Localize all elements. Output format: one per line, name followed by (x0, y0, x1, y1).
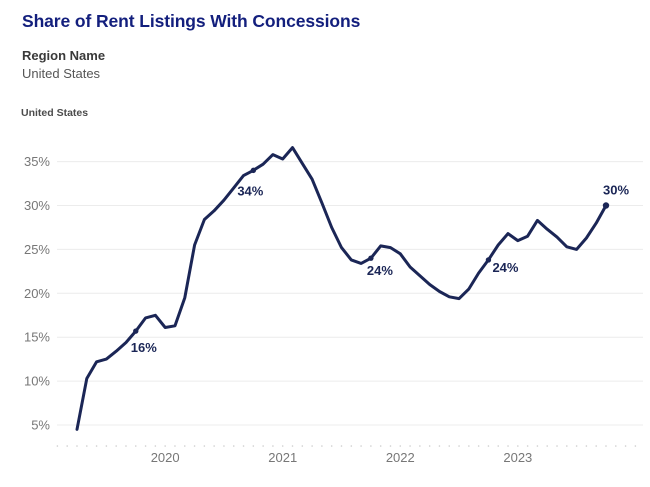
x-axis-tick-dot (595, 445, 598, 447)
x-axis-tick-dot (144, 445, 147, 447)
x-axis-tick-label: 2020 (151, 450, 180, 465)
united-states-series-line[interactable] (75, 146, 608, 431)
data-point-marker[interactable] (602, 202, 610, 209)
series-legend-united-states: United States (21, 107, 89, 119)
x-axis-tick-dot (350, 445, 353, 447)
y-axis-tick-label: 15% (24, 330, 50, 345)
x-axis-tick-dot (183, 445, 186, 447)
x-axis-tick-dot (193, 445, 196, 447)
x-axis-tick-dot (517, 445, 519, 447)
x-axis-tick-dot (154, 445, 157, 447)
y-axis-tick-label: 5% (31, 418, 50, 433)
x-axis-tick-dot (56, 445, 59, 447)
x-axis-tick-dot (536, 445, 539, 447)
x-axis-tick-dot (487, 445, 490, 447)
x-axis-tick-dot (281, 445, 284, 447)
x-axis-tick-dot (458, 445, 460, 447)
x-axis-tick-dot (291, 445, 294, 447)
data-point-marker[interactable] (368, 255, 374, 261)
data-point-marker[interactable] (250, 167, 257, 174)
x-axis-tick-dot (242, 445, 245, 447)
data-point-label: 30% (603, 183, 629, 198)
x-axis-tick-dot (389, 445, 392, 447)
y-axis-tick-label: 10% (24, 374, 50, 389)
x-axis-tick-dot (330, 445, 333, 447)
x-axis-tick-dot (223, 445, 225, 447)
data-point-marker[interactable] (485, 257, 492, 263)
x-axis-tick-dot (379, 445, 382, 447)
region-name-value[interactable]: United States (22, 66, 101, 81)
x-axis-tick-dot (85, 445, 88, 447)
x-axis-tick-dot (605, 445, 607, 447)
x-axis-tick-dot (448, 445, 451, 447)
x-axis-tick-dot (585, 445, 588, 447)
x-axis-tick-dot (468, 445, 470, 447)
page-title: Share of Rent Listings With Concessions (22, 11, 361, 31)
region-name-label: Region Name (22, 48, 106, 63)
x-axis-tick-dot (301, 445, 304, 447)
x-axis-tick-dot (428, 445, 431, 447)
x-axis-tick-dot (134, 445, 137, 447)
x-axis-tick-dot (624, 445, 627, 447)
x-axis-tick-dot (164, 445, 166, 447)
y-axis-tick-label: 30% (24, 198, 50, 213)
x-axis-tick-dot (634, 445, 637, 447)
x-axis-tick-dot (614, 445, 617, 447)
x-axis-tick-dot (213, 445, 215, 447)
x-axis-tick-label: 2021 (268, 450, 297, 465)
x-axis-tick-dot (360, 445, 362, 447)
x-axis-tick-dot (526, 445, 529, 447)
x-axis-tick-dot (232, 445, 235, 447)
x-axis-tick-dot (419, 445, 421, 447)
data-point-marker[interactable] (133, 328, 139, 334)
x-axis-tick-dot (409, 445, 411, 447)
x-axis-tick-dot (203, 445, 206, 447)
x-axis-tick-dot (546, 445, 549, 447)
x-axis-tick-dot (497, 445, 500, 447)
x-axis-tick-label: 2022 (386, 450, 415, 465)
x-axis-tick-dot (311, 445, 313, 447)
x-axis-tick-dot (272, 445, 274, 447)
x-axis-tick-dot (556, 445, 558, 447)
x-axis-tick-dot (370, 445, 372, 447)
y-axis-tick-label: 20% (24, 286, 50, 301)
x-axis-tick-dot (95, 445, 98, 447)
x-axis-tick-dot (252, 445, 255, 447)
x-axis-tick-dot (340, 445, 343, 447)
x-axis-tick-dot (477, 445, 480, 447)
y-axis-tick-label: 35% (24, 154, 50, 169)
x-axis-tick-dot (399, 445, 402, 447)
x-axis-tick-label: 2023 (503, 450, 532, 465)
data-point-label: 16% (131, 340, 157, 355)
y-axis-tick-label: 25% (24, 242, 50, 257)
data-point-label: 24% (492, 260, 518, 275)
data-point-label: 34% (237, 183, 263, 198)
x-axis-tick-dot (566, 445, 568, 447)
x-axis-tick-dot (321, 445, 323, 447)
x-axis-tick-dot (115, 445, 117, 447)
data-point-label: 24% (367, 263, 393, 278)
x-axis-tick-dot (66, 445, 69, 447)
x-axis-tick-dot (438, 445, 441, 447)
x-axis-tick-dot (105, 445, 108, 447)
x-axis-tick-dot (507, 445, 509, 447)
x-axis-tick-dot (575, 445, 578, 447)
x-axis-tick-dot (76, 445, 78, 447)
x-axis-tick-dot (174, 445, 176, 447)
x-axis-tick-dot (125, 445, 127, 447)
x-axis-tick-dot (262, 445, 264, 447)
